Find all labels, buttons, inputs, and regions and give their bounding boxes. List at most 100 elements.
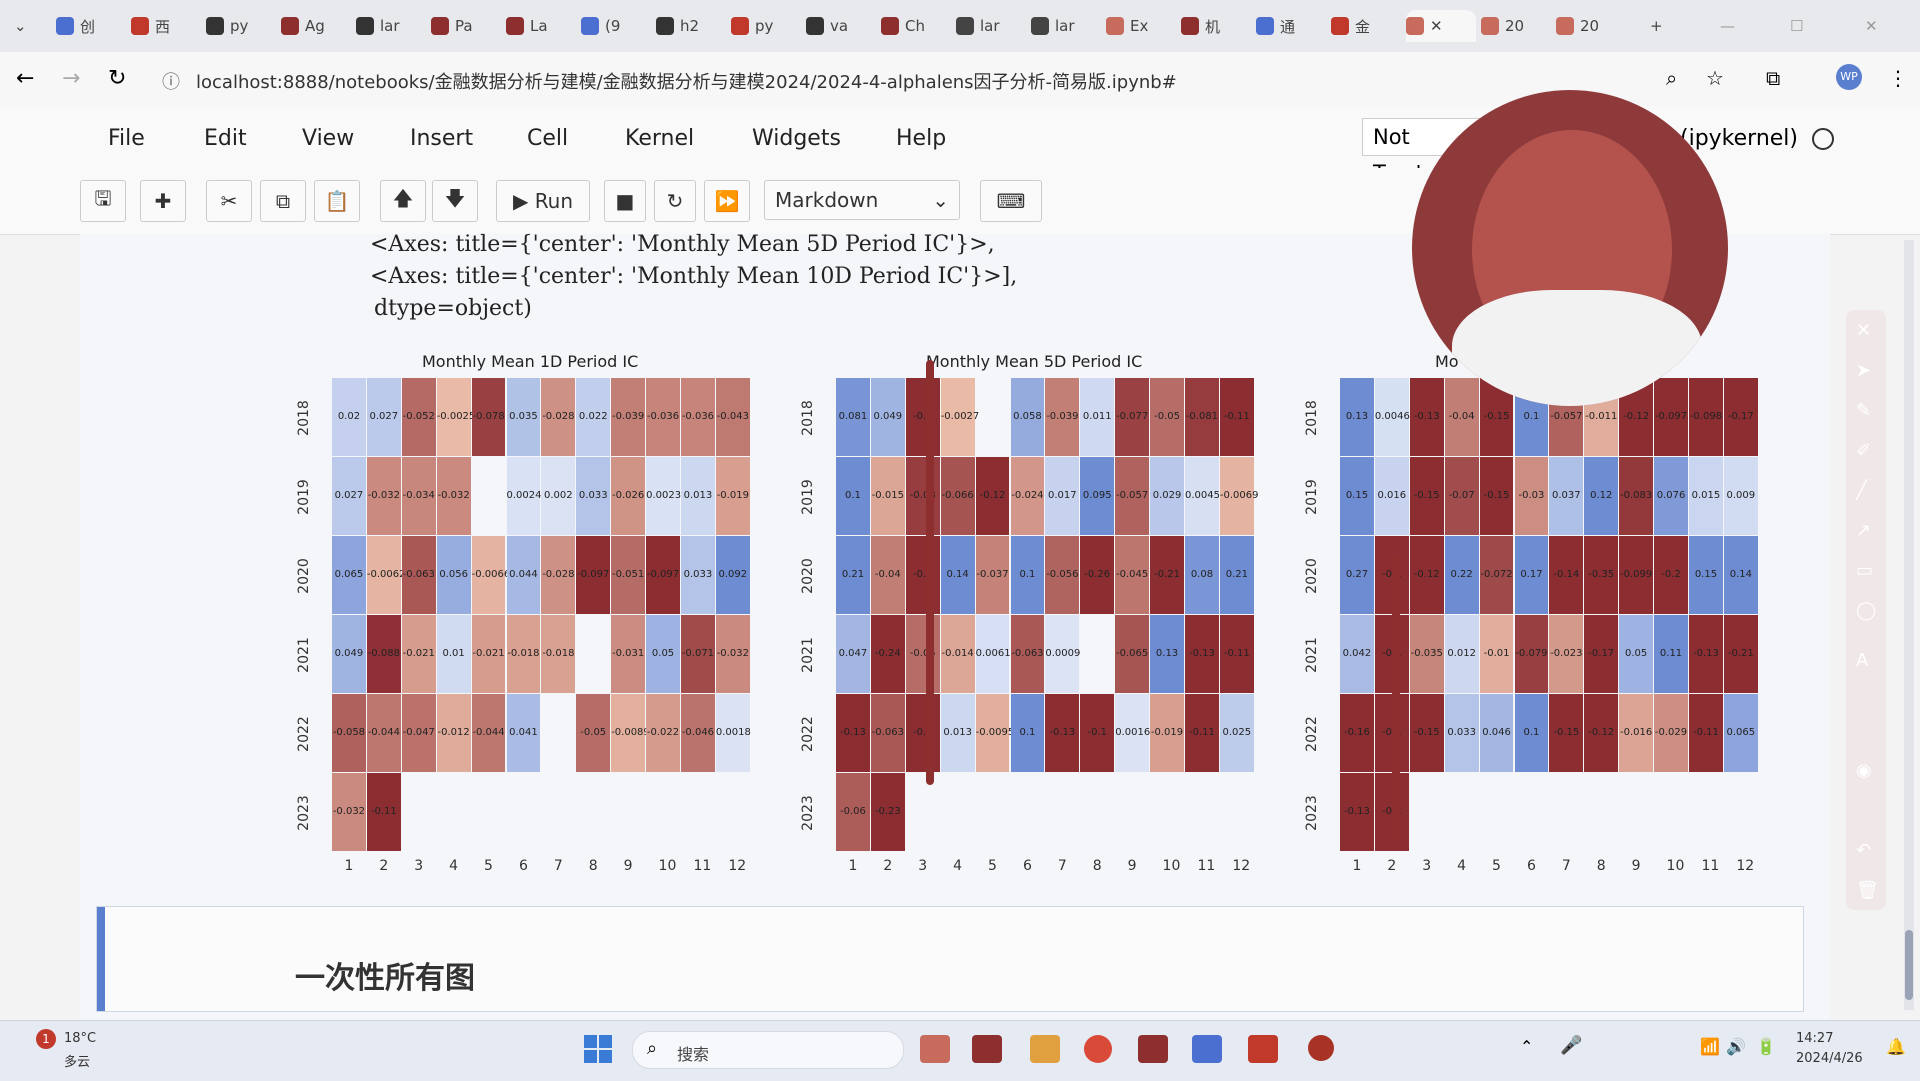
close-icon[interactable]: ✕	[1856, 320, 1872, 341]
windows-start-icon[interactable]	[584, 1035, 612, 1063]
browser-tab[interactable]: La	[506, 10, 576, 42]
battery-icon[interactable]: 🔋	[1756, 1037, 1776, 1056]
move-down-button[interactable]: 🡇	[432, 180, 478, 222]
marker-icon[interactable]: ✐	[1856, 440, 1872, 461]
site-info-icon[interactable]: ⓘ	[162, 72, 180, 93]
move-up-button[interactable]: 🡅	[380, 180, 426, 222]
insert-cell-button[interactable]: ✚	[140, 180, 186, 222]
microphone-icon[interactable]: 🎤	[1560, 1035, 1583, 1056]
close-window-button[interactable]: ✕	[1865, 17, 1878, 35]
browser-tab[interactable]: h2	[656, 10, 726, 42]
browser-tab[interactable]: Pa	[431, 10, 501, 42]
plus-icon: +	[1650, 17, 1663, 35]
clock-date[interactable]: 2024/4/26	[1796, 1051, 1863, 1066]
command-palette-button[interactable]: ⌨	[980, 180, 1042, 222]
markdown-cell[interactable]: 一次性所有图	[96, 906, 1804, 1012]
save-button[interactable]: 🖫	[80, 180, 126, 222]
maximize-button[interactable]: ☐	[1790, 17, 1804, 35]
undo-icon[interactable]: ↶	[1856, 840, 1872, 861]
paste-button[interactable]: 📋	[314, 180, 360, 222]
wifi-icon[interactable]: 📶	[1700, 1037, 1720, 1056]
minimize-button[interactable]: —	[1720, 17, 1735, 35]
menu-widgets[interactable]: Widgets	[752, 126, 841, 151]
browser-tab[interactable]: lar	[1031, 10, 1101, 42]
notification-icon[interactable]: 🔔	[1886, 1037, 1906, 1056]
browser-tab[interactable]: 机	[1181, 10, 1251, 42]
browser-tab[interactable]: 20	[1481, 10, 1551, 42]
browser-tab[interactable]: (9	[581, 10, 651, 42]
browser-tab[interactable]: py	[206, 10, 276, 42]
chrome-icon[interactable]	[1084, 1035, 1112, 1063]
arrow-icon[interactable]: ↗	[1856, 520, 1872, 541]
browser-tab[interactable]: 西	[131, 10, 201, 42]
interrupt-button[interactable]: ■	[604, 180, 646, 222]
browser-tab[interactable]: lar	[356, 10, 426, 42]
terminal-icon[interactable]	[1138, 1035, 1168, 1063]
clock-time[interactable]: 14:27	[1796, 1031, 1834, 1046]
menu-view[interactable]: View	[302, 126, 355, 151]
pointer-icon[interactable]: ➤	[1856, 360, 1872, 381]
browser-tab[interactable]: Ag	[281, 10, 351, 42]
browser-tab[interactable]: ✕	[1406, 10, 1476, 42]
browser-tab[interactable]: 通	[1256, 10, 1326, 42]
trash-icon[interactable]: 🗑	[1856, 880, 1879, 901]
run-all-button[interactable]: ⏩	[704, 180, 750, 222]
scrollbar[interactable]	[1904, 240, 1914, 1010]
app-icon-4[interactable]	[1308, 1035, 1334, 1061]
rectangle-icon[interactable]: ▭	[1856, 560, 1874, 581]
cut-button[interactable]: ✂	[206, 180, 252, 222]
heatmap-cell: -0.063	[1010, 615, 1045, 693]
copy-button[interactable]: ⧉	[260, 180, 306, 222]
run-button[interactable]: ▶ Run	[496, 180, 590, 222]
tab-list-button[interactable]: ⌄	[14, 10, 27, 42]
pen-icon[interactable]: ✎	[1856, 400, 1872, 421]
heatmap-cell: 0.035	[506, 378, 541, 456]
browser-tab[interactable]: va	[806, 10, 876, 42]
ellipse-icon[interactable]: ◯	[1856, 600, 1877, 621]
volume-icon[interactable]: 🔊	[1726, 1037, 1746, 1056]
menu-insert[interactable]: Insert	[410, 126, 474, 151]
url-field[interactable]: localhost:8888/notebooks/金融数据分析与建模/金融数据分…	[196, 72, 1177, 93]
star-icon[interactable]: ☆	[1706, 66, 1724, 90]
profile-avatar[interactable]: WP	[1836, 64, 1862, 90]
app-icon-3[interactable]	[1192, 1035, 1222, 1063]
line-icon[interactable]: ╱	[1856, 480, 1867, 501]
taskbar-search[interactable]: ⌕ 搜索	[632, 1031, 904, 1069]
new-tab-button[interactable]: +	[1650, 10, 1663, 42]
browser-tab[interactable]: Ch	[881, 10, 951, 42]
heatmap-cell: 0.092	[715, 536, 750, 614]
more-menu-icon[interactable]: ⋮	[1888, 66, 1908, 90]
x-tick-label: 12	[1736, 858, 1755, 874]
text-icon[interactable]: A	[1856, 650, 1869, 671]
menu-cell[interactable]: Cell	[527, 126, 569, 151]
wps-icon[interactable]	[1248, 1035, 1278, 1063]
menu-kernel[interactable]: Kernel	[625, 126, 695, 151]
back-icon[interactable]: ←	[16, 66, 35, 91]
browser-tab[interactable]: 20	[1556, 10, 1626, 42]
browser-tab[interactable]: Ex	[1106, 10, 1176, 42]
heatmap-cell: -0.045	[1115, 536, 1150, 614]
forward-icon[interactable]: →	[62, 66, 81, 91]
close-tab-icon[interactable]: ✕	[1430, 17, 1443, 35]
menu-file[interactable]: File	[108, 126, 145, 151]
scrollbar-thumb[interactable]	[1905, 930, 1913, 1000]
cell-type-select[interactable]: Markdown ⌄	[764, 180, 960, 220]
folder-icon[interactable]	[1030, 1035, 1060, 1063]
zoom-icon[interactable]: ⌕	[1666, 66, 1678, 90]
browser-tab[interactable]: 金	[1331, 10, 1401, 42]
browser-tab[interactable]: 创	[56, 10, 126, 42]
tab-favicon-icon	[56, 17, 74, 35]
reload-icon[interactable]: ↻	[108, 66, 127, 91]
color-icon[interactable]: ◉	[1856, 760, 1872, 781]
restart-button[interactable]: ↻	[654, 180, 696, 222]
menu-edit[interactable]: Edit	[204, 126, 247, 151]
extensions-icon[interactable]: ⧉	[1766, 66, 1781, 90]
browser-tab[interactable]: py	[731, 10, 801, 42]
app-icon-2[interactable]	[972, 1035, 1002, 1063]
app-icon-1[interactable]	[920, 1035, 950, 1063]
weather-temp[interactable]: 18°C	[64, 1031, 97, 1046]
tray-chevron-icon[interactable]: ⌃	[1520, 1037, 1534, 1056]
heatmap-cell: 0.08	[1185, 536, 1219, 614]
menu-help[interactable]: Help	[896, 126, 947, 151]
browser-tab[interactable]: lar	[956, 10, 1026, 42]
